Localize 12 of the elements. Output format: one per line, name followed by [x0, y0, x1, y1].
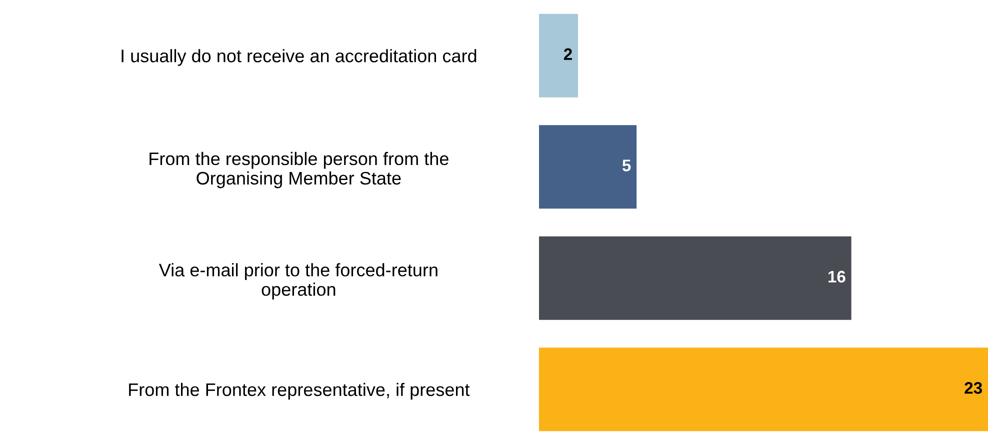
y-tick-label: From the Frontex representative, if present — [129, 382, 470, 400]
data-label: 2 — [564, 48, 572, 60]
y-tick-label: From the responsible person from the Organising Member State — [150, 152, 448, 188]
bar — [538, 14, 578, 98]
bar — [538, 125, 637, 209]
bar — [538, 236, 852, 320]
y-tick-label: Via e-mail prior to the forced-return operation — [158, 263, 438, 300]
bar — [538, 348, 988, 432]
data-label: 16 — [828, 270, 846, 283]
data-label: 5 — [622, 160, 631, 172]
y-tick-label: I usually do not receive an accreditation card — [122, 49, 476, 66]
data-label: 23 — [964, 382, 982, 394]
